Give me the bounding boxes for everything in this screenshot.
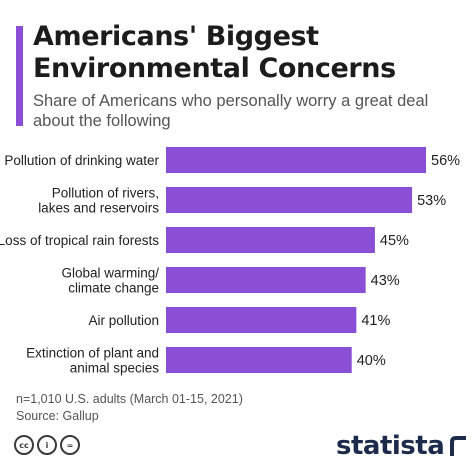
bar [166,267,366,293]
title-accent-bar [16,26,23,126]
no-derivatives-icon[interactable]: = [60,435,80,455]
category-label: Pollution of drinking water [4,153,159,168]
creative-commons-icon[interactable]: cc [14,435,34,455]
statista-logo[interactable]: statista [336,431,469,461]
bar [166,347,352,373]
sample-note: n=1,010 U.S. adults (March 01-15, 2021) [16,392,243,406]
category-label: Extinction of plant and animal species [26,346,159,376]
category-label: Air pollution [88,313,159,328]
chart-title: Americans' Biggest Environmental Concern… [33,21,396,84]
value-label: 40% [357,353,386,369]
category-label: Pollution of rivers, lakes and reservoirs [38,186,159,216]
bar [166,147,426,173]
bar [166,307,357,333]
brand-name: statista [336,431,445,461]
category-label: Loss of tropical rain forests [0,233,159,248]
chart-subtitle: Share of Americans who personally worry … [33,92,429,130]
bar-chart: 56% Pollution of drinking water 53% Polluti… [0,147,460,376]
bar [166,187,413,213]
value-label: 41% [361,313,390,329]
brand-wave-icon [450,436,467,456]
bar [166,227,375,253]
license-icons: cc i = [14,435,80,455]
category-label: Global warming/climate change [61,266,159,296]
value-label: 53% [417,193,446,209]
source-note: Source: Gallup [16,409,99,423]
attribution-icon[interactable]: i [37,435,57,455]
value-label: 43% [371,273,400,289]
value-label: 45% [380,233,409,249]
value-label: 56% [431,153,460,169]
footnote: n=1,010 U.S. adults (March 01-15, 2021) … [16,391,416,425]
